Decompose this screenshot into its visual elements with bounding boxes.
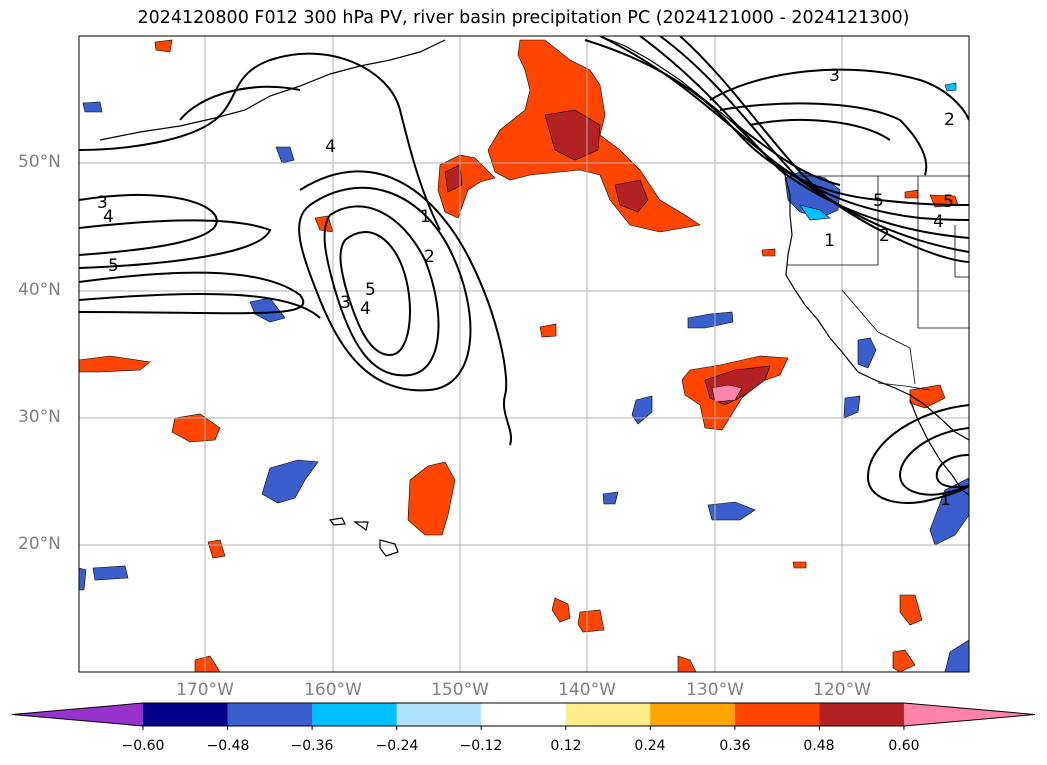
lon-label: 140°W	[558, 680, 616, 700]
precip-blob	[249, 297, 286, 323]
precip-blob	[677, 655, 697, 672]
precip-blob	[602, 491, 619, 505]
precip-blob	[799, 204, 831, 221]
contour-label: 4	[933, 212, 944, 232]
colorbar-bin	[565, 703, 651, 726]
lon-label: 150°W	[431, 680, 489, 700]
contour-label: 1	[420, 207, 431, 227]
precip-blob	[944, 639, 969, 672]
colorbar-tick-label: −0.60	[121, 738, 165, 754]
contour-label: 2	[879, 226, 890, 246]
precip-blob	[154, 39, 173, 53]
colorbar-bin	[819, 703, 905, 726]
lat-label: 50°N	[18, 152, 61, 172]
colorbar-tick-label: 0.12	[550, 738, 582, 754]
contour-label: 4	[360, 299, 371, 319]
precip-blob	[539, 323, 557, 338]
colorbar-tick-label: 0.24	[634, 738, 666, 754]
precip-blob	[407, 461, 456, 536]
precip-blob	[171, 413, 221, 443]
contour-label: 5	[365, 280, 376, 300]
colorbar-bin	[481, 703, 567, 726]
precip-blob	[929, 477, 969, 546]
colorbar-tick-label: 0.36	[719, 738, 751, 754]
contour-label: 3	[829, 66, 840, 86]
contour-label: 1	[940, 490, 951, 510]
contour-label: 2	[424, 247, 435, 267]
pv-contours	[79, 36, 969, 504]
precip-blob	[944, 82, 957, 92]
precip-blob	[577, 609, 605, 633]
lon-label: 160°W	[304, 680, 362, 700]
contour-labels: 3 4 5 1 2 5 4 3 4 3 5 1 2 4 5 1 2	[97, 66, 955, 510]
precip-blob	[904, 189, 919, 199]
precip-blob	[614, 179, 649, 213]
colorbar-tick-label: −0.48	[206, 738, 250, 754]
graticule	[79, 36, 969, 672]
colorbar-tick-label: −0.12	[459, 738, 503, 754]
precip-blob	[761, 248, 776, 257]
lon-label: 130°W	[686, 680, 744, 700]
precip-blob	[79, 355, 151, 373]
contour-label: 3	[340, 293, 351, 313]
contour-label: 5	[943, 192, 954, 212]
precip-blobs	[79, 39, 969, 672]
colorbar-bin	[227, 703, 313, 726]
colorbar-tick-label: 0.60	[888, 738, 920, 754]
precip-blob	[92, 565, 129, 581]
precip-blob	[261, 459, 319, 504]
precip-blob	[707, 501, 756, 521]
map-frame	[78, 35, 970, 673]
precip-blob	[899, 594, 923, 626]
political-borders	[787, 175, 969, 391]
precip-blob	[207, 539, 226, 559]
colorbar-bin	[650, 703, 736, 726]
contour-label: 4	[103, 207, 114, 227]
colorbar-tick-label: −0.36	[290, 738, 334, 754]
colorbar-bin	[396, 703, 482, 726]
contour-label: 4	[325, 137, 336, 157]
colorbar	[11, 702, 1036, 730]
lat-label: 40°N	[18, 280, 61, 300]
lat-label: 20°N	[18, 534, 61, 554]
precip-blob	[194, 655, 221, 672]
lon-label: 170°W	[176, 680, 234, 700]
precip-blob	[909, 384, 946, 409]
precip-blob	[82, 101, 103, 113]
lon-label: 120°W	[813, 680, 871, 700]
precip-blob	[687, 311, 734, 329]
colorbar-tick-label: −0.24	[375, 738, 419, 754]
precip-blob	[857, 337, 877, 369]
colorbar-extend-min	[12, 703, 143, 726]
contour-label: 2	[944, 110, 955, 130]
colorbar-bin	[734, 703, 820, 726]
precip-blob	[275, 146, 295, 164]
precip-blob	[444, 164, 463, 193]
colorbar-bin	[312, 703, 398, 726]
precip-blob	[544, 109, 601, 161]
precip-blob	[892, 649, 916, 672]
map-title: 2024120800 F012 300 hPa PV, river basin …	[137, 8, 910, 28]
lat-label: 30°N	[18, 407, 61, 427]
colorbar-tick-label: 0.48	[803, 738, 835, 754]
colorbar-extend-max	[903, 703, 1035, 726]
precip-blob	[437, 154, 496, 219]
precip-blob	[843, 395, 861, 419]
precip-blob	[631, 395, 653, 425]
colorbar-bin	[143, 703, 229, 726]
contour-label: 3	[97, 193, 108, 213]
precip-blob	[79, 567, 87, 591]
contour-label: 5	[873, 191, 884, 211]
contour-label: 5	[108, 256, 119, 276]
contour-label: 1	[824, 231, 835, 251]
precip-blob	[792, 561, 807, 569]
precip-blob	[551, 597, 571, 623]
